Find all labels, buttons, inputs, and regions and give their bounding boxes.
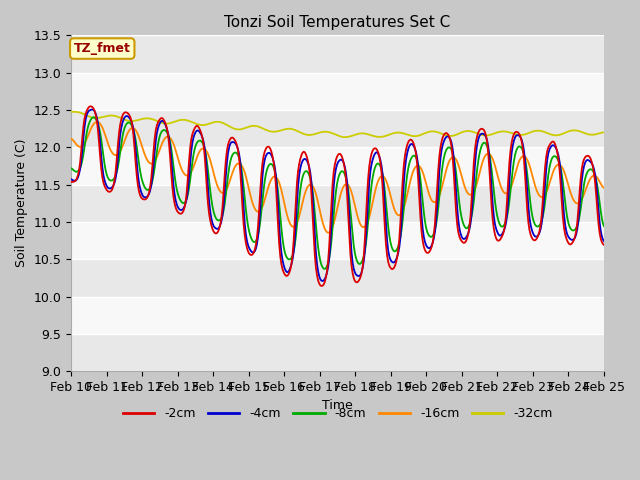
-4cm	[67, 176, 75, 182]
-8cm	[367, 182, 375, 188]
-4cm	[461, 236, 468, 241]
-32cm	[460, 129, 468, 134]
Bar	[71, 147, 604, 185]
-2cm	[600, 242, 608, 248]
-8cm	[90, 114, 97, 120]
-16cm	[393, 212, 401, 217]
-2cm	[393, 255, 401, 261]
-2cm	[234, 147, 242, 153]
-4cm	[88, 107, 96, 112]
-4cm	[234, 146, 242, 152]
-2cm	[317, 283, 325, 289]
-16cm	[234, 161, 242, 167]
-8cm	[234, 152, 242, 158]
Bar	[71, 72, 604, 110]
-16cm	[600, 185, 608, 191]
-2cm	[461, 240, 468, 245]
-2cm	[67, 179, 75, 185]
-2cm	[86, 104, 94, 109]
-32cm	[67, 109, 75, 115]
-16cm	[93, 119, 100, 125]
-32cm	[341, 134, 349, 140]
Bar	[71, 185, 604, 222]
-4cm	[319, 278, 326, 284]
-8cm	[321, 266, 328, 272]
-8cm	[67, 166, 75, 171]
-8cm	[393, 246, 401, 252]
-8cm	[554, 156, 561, 161]
-4cm	[293, 200, 301, 205]
Text: TZ_fmet: TZ_fmet	[74, 42, 131, 55]
Title: Tonzi Soil Temperatures Set C: Tonzi Soil Temperatures Set C	[225, 15, 451, 30]
-32cm	[600, 130, 608, 135]
-32cm	[233, 126, 241, 132]
-16cm	[367, 205, 375, 211]
Y-axis label: Soil Temperature (C): Soil Temperature (C)	[15, 139, 28, 267]
-16cm	[461, 184, 468, 190]
X-axis label: Time: Time	[322, 399, 353, 412]
Line: -16cm: -16cm	[71, 122, 604, 233]
Line: -2cm: -2cm	[71, 107, 604, 286]
Bar	[71, 259, 604, 297]
-32cm	[292, 128, 300, 133]
-32cm	[552, 132, 560, 138]
Bar	[71, 222, 604, 259]
-8cm	[461, 224, 468, 230]
-4cm	[393, 254, 401, 260]
Bar	[71, 110, 604, 147]
-16cm	[324, 230, 332, 236]
Line: -8cm: -8cm	[71, 117, 604, 269]
-32cm	[392, 130, 400, 135]
-2cm	[293, 180, 301, 185]
Legend: -2cm, -4cm, -8cm, -16cm, -32cm: -2cm, -4cm, -8cm, -16cm, -32cm	[118, 402, 557, 425]
-4cm	[367, 162, 375, 168]
-32cm	[367, 132, 374, 138]
-2cm	[367, 151, 375, 156]
-4cm	[600, 238, 608, 244]
Bar	[71, 297, 604, 334]
-8cm	[600, 223, 608, 229]
Bar	[71, 36, 604, 72]
Bar	[71, 334, 604, 371]
Line: -32cm: -32cm	[71, 112, 604, 137]
-2cm	[554, 150, 561, 156]
-16cm	[293, 220, 301, 226]
-16cm	[67, 136, 75, 142]
-4cm	[554, 148, 561, 154]
Line: -4cm: -4cm	[71, 109, 604, 281]
-16cm	[554, 162, 561, 168]
-8cm	[293, 222, 301, 228]
